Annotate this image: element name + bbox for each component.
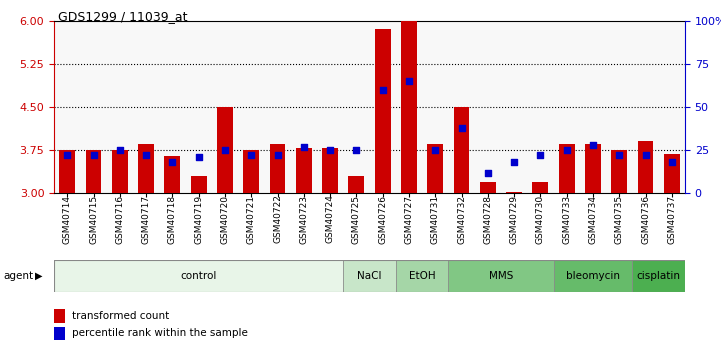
- Bar: [454, 107, 469, 193]
- Bar: [448, 260, 554, 292]
- Text: GSM40731: GSM40731: [430, 195, 440, 244]
- Point: [640, 152, 651, 158]
- Bar: [270, 144, 286, 193]
- Point: [666, 159, 678, 165]
- Bar: [343, 260, 396, 292]
- Text: GDS1299 / 11039_at: GDS1299 / 11039_at: [58, 10, 187, 23]
- Text: GSM40714: GSM40714: [63, 195, 71, 244]
- Point: [377, 87, 389, 92]
- Text: GSM40716: GSM40716: [115, 195, 124, 244]
- Point: [561, 147, 572, 153]
- Point: [587, 142, 598, 148]
- Text: GSM40717: GSM40717: [141, 195, 151, 244]
- Bar: [54, 309, 66, 323]
- Text: control: control: [180, 271, 217, 281]
- Text: GSM40735: GSM40735: [615, 195, 624, 244]
- Bar: [164, 156, 180, 193]
- Text: ▶: ▶: [35, 271, 42, 281]
- Bar: [322, 148, 338, 193]
- Text: bleomycin: bleomycin: [566, 271, 620, 281]
- Text: GSM40730: GSM40730: [536, 195, 545, 244]
- Point: [272, 152, 283, 158]
- Point: [88, 152, 99, 158]
- Bar: [54, 260, 343, 292]
- Text: MMS: MMS: [489, 271, 513, 281]
- Bar: [112, 150, 128, 193]
- Text: transformed count: transformed count: [71, 311, 169, 321]
- Text: cisplatin: cisplatin: [637, 271, 681, 281]
- Text: GSM40736: GSM40736: [641, 195, 650, 244]
- Text: GSM40726: GSM40726: [378, 195, 387, 244]
- Text: GSM40718: GSM40718: [168, 195, 177, 244]
- Bar: [611, 150, 627, 193]
- Bar: [664, 154, 680, 193]
- Text: GSM40719: GSM40719: [194, 195, 203, 244]
- Bar: [191, 176, 206, 193]
- Text: GSM40724: GSM40724: [326, 195, 335, 244]
- Point: [141, 152, 152, 158]
- Text: GSM40737: GSM40737: [668, 195, 676, 244]
- Text: NaCl: NaCl: [358, 271, 381, 281]
- Bar: [138, 144, 154, 193]
- Bar: [632, 260, 685, 292]
- Text: GSM40728: GSM40728: [483, 195, 492, 244]
- Bar: [375, 29, 391, 193]
- Point: [245, 152, 257, 158]
- Bar: [401, 21, 417, 193]
- Bar: [296, 148, 311, 193]
- Bar: [506, 192, 522, 193]
- Text: agent: agent: [4, 271, 34, 281]
- Point: [114, 147, 125, 153]
- Text: GSM40732: GSM40732: [457, 195, 466, 244]
- Text: GSM40720: GSM40720: [221, 195, 229, 244]
- Text: GSM40715: GSM40715: [89, 195, 98, 244]
- Point: [614, 152, 625, 158]
- Point: [193, 154, 205, 160]
- Bar: [480, 182, 495, 193]
- Bar: [217, 107, 233, 193]
- Text: GSM40733: GSM40733: [562, 195, 571, 244]
- Point: [324, 147, 336, 153]
- Point: [167, 159, 178, 165]
- Text: GSM40723: GSM40723: [299, 195, 309, 244]
- Bar: [533, 182, 548, 193]
- Point: [456, 125, 467, 130]
- Text: GSM40721: GSM40721: [247, 195, 256, 244]
- Bar: [559, 144, 575, 193]
- Text: GSM40734: GSM40734: [588, 195, 598, 244]
- Point: [298, 144, 309, 149]
- Bar: [396, 260, 448, 292]
- Point: [482, 170, 494, 175]
- Point: [61, 152, 73, 158]
- Point: [508, 159, 520, 165]
- Bar: [637, 141, 653, 193]
- Point: [403, 78, 415, 84]
- Text: GSM40725: GSM40725: [352, 195, 361, 244]
- Bar: [554, 260, 632, 292]
- Bar: [86, 150, 102, 193]
- Text: GSM40729: GSM40729: [510, 195, 518, 244]
- Text: percentile rank within the sample: percentile rank within the sample: [71, 328, 247, 338]
- Bar: [243, 150, 259, 193]
- Point: [430, 147, 441, 153]
- Text: EtOH: EtOH: [409, 271, 435, 281]
- Point: [534, 152, 546, 158]
- Point: [350, 147, 362, 153]
- Bar: [428, 144, 443, 193]
- Bar: [348, 176, 364, 193]
- Point: [219, 147, 231, 153]
- Bar: [59, 150, 75, 193]
- Bar: [54, 327, 66, 340]
- Text: GSM40722: GSM40722: [273, 195, 282, 244]
- Bar: [585, 144, 601, 193]
- Text: GSM40727: GSM40727: [404, 195, 413, 244]
